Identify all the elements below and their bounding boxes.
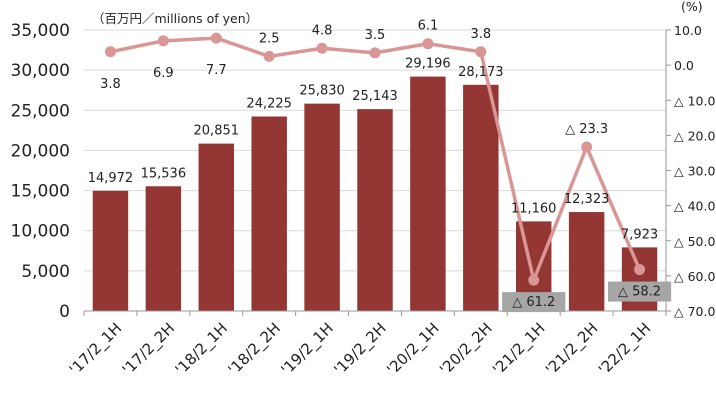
left-tick-label: 0	[59, 302, 70, 322]
bar-value-label: 29,196	[405, 57, 451, 72]
category-label: '18/2_1H	[172, 319, 232, 379]
bar	[145, 186, 182, 311]
data-labels: 14,972 15,536 20,851 24,225 25,830 25,143 29,1…	[88, 19, 672, 313]
bar-value-label: 25,830	[299, 84, 345, 99]
bar-value-label: 28,173	[458, 65, 504, 80]
line-value-label: △ 23.3	[565, 122, 608, 137]
line-value-label: 6.1	[418, 19, 439, 34]
category-label: '20/2_2H	[436, 319, 496, 379]
category-label: '21/2_1H	[489, 319, 549, 379]
right-unit-label: (%)	[681, 0, 703, 14]
left-tick-label: 35,000	[11, 21, 70, 41]
line-marker	[104, 46, 116, 58]
right-tick-label: △ 70.0	[674, 304, 715, 319]
left-tick-label: 20,000	[11, 141, 70, 161]
bar-value-label: 14,972	[88, 171, 134, 186]
right-tick-label: △ 30.0	[674, 164, 715, 179]
right-tick-label: △ 10.0	[674, 93, 715, 108]
category-label: '20/2_1H	[383, 319, 443, 379]
left-tick-label: 30,000	[11, 61, 70, 81]
bar-value-label: 7,923	[621, 227, 658, 242]
line-value-label: △ 61.2	[512, 295, 555, 310]
right-tick-label: △ 40.0	[674, 199, 715, 214]
category-label: '17/2_1H	[66, 319, 126, 379]
category-label: '19/2_2H	[330, 319, 390, 379]
bar-value-label: 12,323	[564, 192, 610, 207]
line-value-label: 7.7	[206, 63, 227, 78]
category-label: '19/2_1H	[277, 319, 337, 379]
left-tick-label: 25,000	[11, 101, 70, 121]
left-tick-label: 15,000	[11, 182, 70, 202]
line-marker	[475, 46, 487, 58]
line-value-label: 4.8	[312, 23, 333, 38]
bar	[198, 143, 234, 311]
line-marker	[581, 141, 593, 153]
highlight-label-box	[502, 292, 566, 313]
bar-value-label: 11,160	[511, 201, 557, 216]
right-tick-label: 0.0	[674, 58, 694, 73]
right-tick-label: △ 20.0	[674, 128, 715, 143]
line-value-label: 3.8	[470, 27, 491, 42]
right-tick-label: 10.0	[674, 23, 702, 38]
line-value-label: 2.5	[259, 31, 280, 46]
line-marker	[422, 38, 434, 50]
bar	[251, 116, 287, 311]
line-marker	[528, 274, 540, 286]
line-value-label: 6.9	[153, 66, 174, 81]
left-tick-label: 10,000	[11, 222, 70, 242]
line-marker	[369, 47, 381, 59]
bar	[463, 84, 499, 311]
bar	[410, 76, 446, 311]
bar	[304, 103, 340, 311]
left-tick-label: 5,000	[21, 262, 70, 282]
line-marker	[157, 35, 169, 47]
bar-value-label: 15,536	[141, 166, 187, 181]
line-marker	[210, 32, 222, 44]
line-value-label: 3.5	[365, 28, 386, 43]
bar	[357, 109, 393, 311]
category-label: '17/2_2H	[119, 319, 179, 379]
line-marker	[316, 42, 328, 54]
line-series	[104, 32, 646, 286]
line-value-label: 3.8	[100, 77, 121, 92]
bar	[92, 190, 129, 311]
line-value-label: △ 58.2	[618, 285, 661, 300]
category-label: '18/2_2H	[225, 319, 285, 379]
highlight-label-box	[607, 281, 672, 302]
right-tick-label: △ 60.0	[674, 269, 715, 284]
line-marker	[634, 264, 646, 276]
bar-value-label: 25,143	[352, 89, 398, 104]
bar-value-label: 24,225	[246, 97, 292, 112]
category-label: '22/2_1H	[595, 319, 655, 379]
right-tick-label: △ 50.0	[674, 234, 715, 249]
bar	[568, 212, 605, 311]
bar-value-label: 20,851	[194, 124, 240, 139]
category-label: '21/2_2H	[542, 319, 602, 379]
left-unit-label: （百万円／millions of yen）	[92, 11, 258, 26]
line-marker	[263, 50, 275, 62]
